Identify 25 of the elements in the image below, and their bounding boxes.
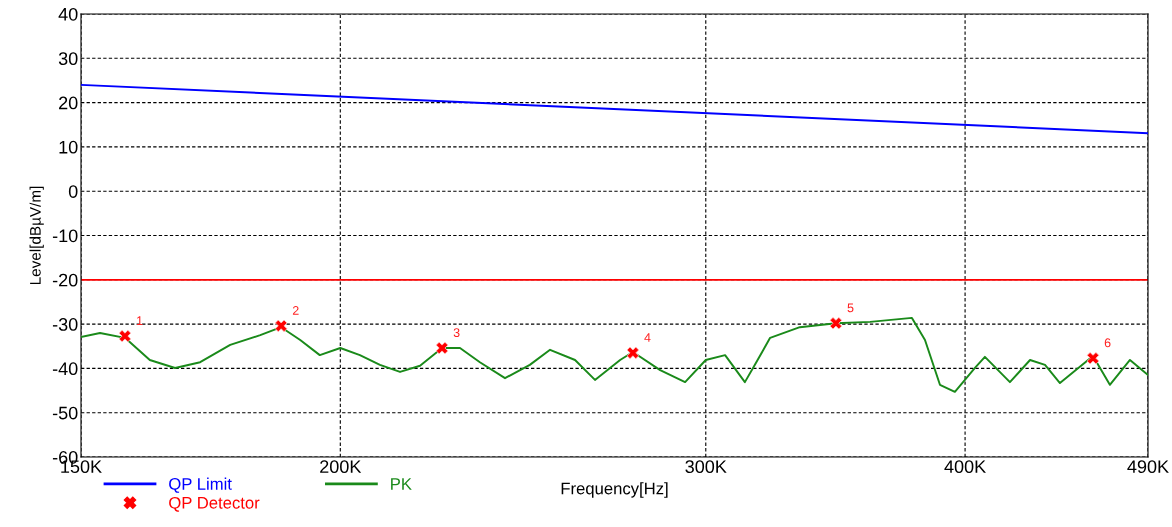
y-tick-label: 20 <box>59 96 78 110</box>
legend-label: PK <box>391 478 412 490</box>
x-tick-label: 200K <box>320 460 362 474</box>
x-tick-label: 300K <box>685 460 727 474</box>
y-axis-title: Level[dBµV/m] <box>29 186 44 285</box>
annotation: 3 <box>453 328 460 338</box>
y-tick-label: 10 <box>59 140 78 154</box>
y-tick-label: 0 <box>68 185 78 198</box>
y-tick-label: -50 <box>52 406 78 420</box>
x-tick-label: 490K <box>1127 460 1169 474</box>
annotation: 6 <box>1104 338 1111 348</box>
y-tick-label: -40 <box>52 362 78 376</box>
y-tick-label: 40 <box>58 7 78 21</box>
y-tick-label: -20 <box>52 273 78 287</box>
annotation: 4 <box>644 333 651 342</box>
y-tick-label: 30 <box>58 52 78 66</box>
y-tick-label: -30 <box>52 318 78 331</box>
annotation: 5 <box>847 303 854 313</box>
legend-label: QP Detector <box>169 496 260 512</box>
y-tick-label: -10 <box>52 229 78 243</box>
x-tick-label: 400K <box>944 460 986 474</box>
x-axis-title: Frequency[Hz] <box>561 482 668 498</box>
annotation: 2 <box>292 306 299 315</box>
annotation: 1 <box>137 316 143 325</box>
legend-label: QP Limit <box>169 477 232 493</box>
